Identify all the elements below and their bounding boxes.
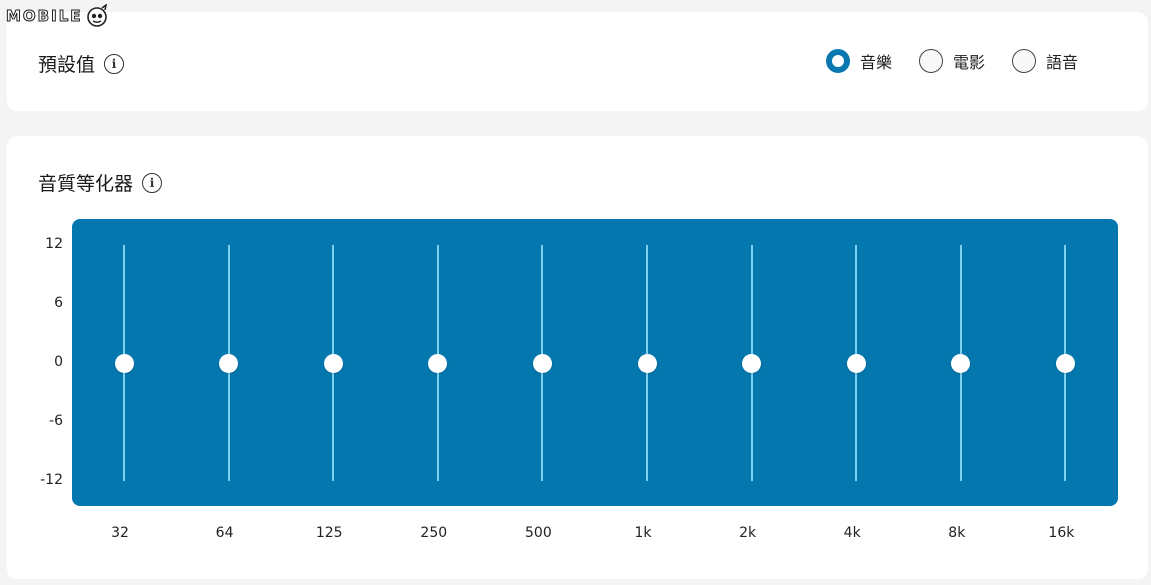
frequency-label: 64 (215, 525, 234, 541)
gain-tick-label: 12 (45, 236, 63, 252)
gain-tick-label: 0 (54, 354, 63, 370)
preset-radio-group: 音樂 電影 語音 (7, 49, 1148, 77)
slider-thumb-32[interactable] (114, 353, 134, 373)
preset-option-movie[interactable]: 電影 (919, 49, 985, 73)
slider-thumb-500[interactable] (532, 353, 552, 373)
slider-thumb-2k[interactable] (742, 353, 762, 373)
frequency-label: 250 (420, 525, 448, 541)
frequency-label: 32 (111, 525, 129, 541)
watermark-text: MOBILE (6, 7, 83, 26)
slider-thumb-1k[interactable] (637, 353, 657, 373)
preset-option-label: 電影 (953, 53, 986, 72)
equalizer-panel (72, 219, 1118, 506)
frequency-label: 16k (1048, 525, 1075, 541)
frequency-label: 8k (948, 525, 966, 541)
equalizer-card: 音質等化器 i 32 64 125 250 500 1k 2k 4k 8k 16k 12 6 0 -6 -1… (7, 136, 1148, 579)
gain-tick-label: 6 (54, 295, 63, 311)
slider-thumb-125[interactable] (323, 353, 343, 373)
info-icon[interactable]: i (104, 53, 125, 74)
frequency-label: 500 (525, 525, 552, 541)
preset-card: 預設值 i 音樂 電影 語音 (7, 12, 1148, 111)
slider-thumb-8k[interactable] (951, 353, 971, 373)
frequency-label: 1k (634, 525, 652, 541)
gain-tick-label: -12 (40, 472, 63, 488)
preset-option-label: 音樂 (860, 53, 893, 72)
frequency-label: 125 (315, 525, 343, 541)
equalizer-heading: 音質等化器 i (38, 169, 163, 196)
preset-heading: 預設值 i (38, 50, 125, 77)
radio-unselected-icon[interactable] (1012, 49, 1036, 73)
info-icon[interactable]: i (142, 172, 163, 193)
preset-option-label: 語音 (1046, 53, 1079, 72)
preset-option-music[interactable]: 音樂 (826, 49, 892, 73)
slider-thumb-16k[interactable] (1055, 353, 1075, 373)
radio-selected-icon[interactable] (826, 49, 850, 73)
radio-unselected-icon[interactable] (919, 49, 943, 73)
preset-option-voice[interactable]: 語音 (1012, 49, 1078, 73)
equalizer-title: 音質等化器 (38, 173, 134, 195)
slider-thumb-4k[interactable] (846, 353, 866, 373)
frequency-label: 4k (843, 525, 861, 541)
slider-thumb-64[interactable] (219, 353, 239, 373)
watermark-logo: MOBILE (6, 4, 109, 28)
slider-thumb-250[interactable] (428, 353, 448, 373)
frequency-label: 2k (739, 525, 757, 541)
preset-title: 預設值 (38, 54, 96, 76)
gain-tick-label: -6 (49, 413, 63, 429)
mascot-icon (86, 4, 107, 27)
